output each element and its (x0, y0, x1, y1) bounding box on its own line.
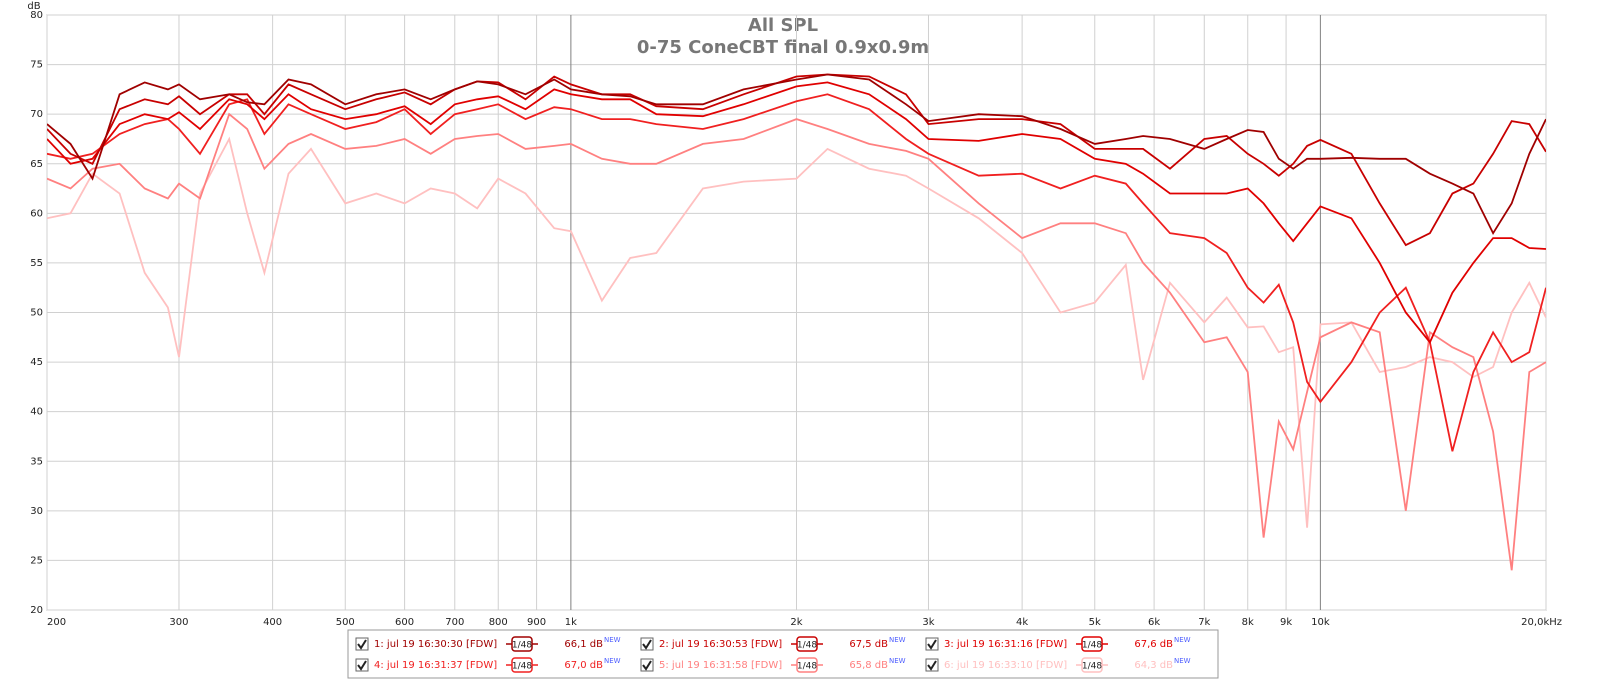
checkmark (642, 639, 652, 650)
legend-level: 65,8 dB (849, 660, 888, 671)
x-tick-label: 8k (1242, 617, 1254, 628)
legend-level: 67,5 dB (849, 639, 888, 650)
x-tick-label: 4k (1016, 617, 1028, 628)
checkmark (927, 660, 937, 671)
smoothing-box (511, 636, 533, 652)
x-tick-label: 300 (169, 617, 188, 628)
x-tick-label: 2k (790, 617, 802, 628)
series-line (47, 73, 1546, 247)
legend-entry: 6: jul 19 16:33:10 [FDW] 1/48 64,3 dB NEW (925, 657, 1191, 673)
legend-entry: 3: jul 19 16:31:16 [FDW] 1/48 67,6 dB NEW (925, 636, 1191, 652)
y-tick-label: 75 (30, 60, 43, 71)
legend-badge: NEW (604, 657, 621, 665)
smoothing-label: 1/48 (797, 641, 817, 651)
legend-name: 3: jul 19 16:31:16 [FDW] (944, 639, 1067, 650)
legend-level: 64,3 dB (1134, 660, 1173, 671)
x-tick-label: 700 (445, 617, 464, 628)
checkmark (357, 660, 367, 671)
smoothing-label: 1/48 (1082, 662, 1102, 672)
series-line (47, 136, 1546, 528)
y-tick-label: 70 (30, 109, 43, 120)
y-tick-label: 65 (30, 159, 43, 170)
smoothing-box (1081, 636, 1103, 652)
smoothing-box (511, 657, 533, 673)
x-tick-label: 6k (1148, 617, 1160, 628)
y-tick-label: 45 (30, 357, 43, 368)
y-tick-label: 50 (30, 308, 43, 319)
y-tick-label: 20 (30, 605, 43, 616)
smoothing-label: 1/48 (1082, 641, 1102, 651)
chart-title: All SPL (748, 15, 818, 36)
x-tick-label: 9k (1280, 617, 1292, 628)
x-tick-label: 500 (336, 617, 355, 628)
legend-name: 6: jul 19 16:33:10 [FDW] (944, 660, 1067, 671)
smoothing-label: 1/48 (512, 641, 532, 651)
legend-name: 2: jul 19 16:30:53 [FDW] (659, 639, 782, 650)
y-tick-label: 25 (30, 555, 43, 566)
x-tick-label: 10k (1311, 617, 1330, 628)
legend-badge: NEW (889, 657, 906, 665)
checkmark (927, 639, 937, 650)
legend-badge: NEW (889, 636, 906, 644)
legend-level: 67,6 dB (1134, 639, 1173, 650)
legend-badge: NEW (604, 636, 621, 644)
legend-entry: 1: jul 19 16:30:30 [FDW] 1/48 66,1 dB NEW (355, 636, 621, 652)
x-tick-label: 800 (489, 617, 508, 628)
legend-level: 66,1 dB (564, 639, 603, 650)
y-tick-label: 60 (30, 208, 43, 219)
legend-entry: 5: jul 19 16:31:58 [FDW] 1/48 65,8 dB NEW (640, 657, 906, 673)
legend-badge: NEW (1174, 657, 1191, 665)
smoothing-box (796, 636, 818, 652)
x-tick-label: 20,0kHz (1521, 617, 1562, 628)
legend-name: 1: jul 19 16:30:30 [FDW] (374, 639, 497, 650)
x-tick-label: 3k (922, 617, 934, 628)
y-tick-label: 35 (30, 456, 43, 467)
x-tick-label: 600 (395, 617, 414, 628)
checkmark (642, 660, 652, 671)
x-tick-label: 900 (527, 617, 546, 628)
legend-badge: NEW (1174, 636, 1191, 644)
x-tick-label: 200 (47, 617, 66, 628)
series-line (47, 112, 1546, 571)
smoothing-label: 1/48 (512, 662, 532, 672)
legend (347, 629, 1219, 679)
y-tick-label: 80 (30, 10, 43, 21)
y-tick-label: 30 (30, 506, 43, 517)
legend-level: 67,0 dB (564, 660, 603, 671)
y-tick-label: 40 (30, 407, 43, 418)
checkmark (357, 639, 367, 650)
legend-name: 4: jul 19 16:31:37 [FDW] (374, 660, 497, 671)
y-tick-label: 55 (30, 258, 43, 269)
series-line (47, 81, 1546, 344)
smoothing-box (796, 657, 818, 673)
x-tick-label: 1k (565, 617, 577, 628)
legend-entry: 4: jul 19 16:31:37 [FDW] 1/48 67,0 dB NEW (355, 657, 621, 673)
x-tick-label: 7k (1198, 617, 1210, 628)
x-tick-label: 400 (263, 617, 282, 628)
legend-name: 5: jul 19 16:31:58 [FDW] (659, 660, 782, 671)
series-line (47, 93, 1546, 452)
x-tick-label: 5k (1089, 617, 1101, 628)
smoothing-label: 1/48 (797, 662, 817, 672)
series-line (47, 73, 1546, 236)
chart-subtitle: 0-75 ConeCBT final 0.9x0.9m (637, 37, 929, 58)
y-axis-label: dB (27, 1, 40, 12)
legend-entry: 2: jul 19 16:30:53 [FDW] 1/48 67,5 dB NEW (640, 636, 906, 652)
smoothing-box (1081, 657, 1103, 673)
